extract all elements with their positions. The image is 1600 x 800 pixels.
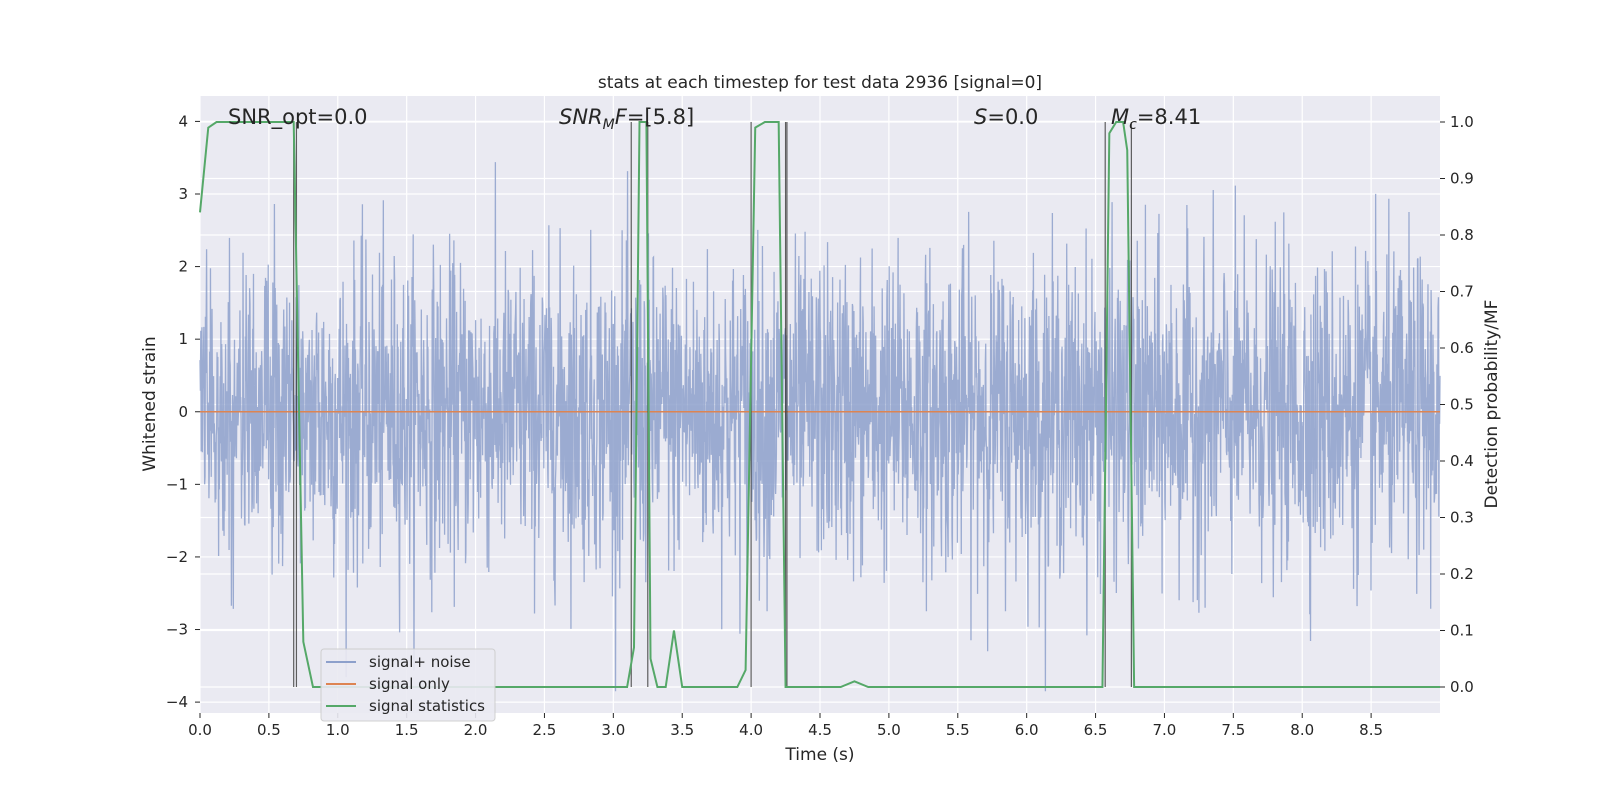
- y-right-tick-label: 0.1: [1450, 622, 1474, 640]
- y-left-tick-label: −3: [166, 621, 188, 639]
- y-right-tick-label: 1.0: [1450, 113, 1474, 131]
- y-left-tick-label: 3: [178, 185, 188, 203]
- x-tick-label: 1.5: [395, 721, 419, 739]
- x-tick-label: 3.0: [601, 721, 625, 739]
- y-right-tick-label: 0.6: [1450, 339, 1474, 357]
- y-left-tick-label: −2: [166, 548, 188, 566]
- legend-label-signal-statistics: signal statistics: [369, 697, 485, 715]
- y-axis-right-label: Detection probability/MF: [1482, 300, 1502, 509]
- x-tick-label: 8.0: [1290, 721, 1314, 739]
- signal-statistics-line: [199, 120, 1440, 689]
- x-tick-label: 4.5: [808, 721, 832, 739]
- y-right-tick-label: 0.7: [1450, 282, 1474, 300]
- x-tick-label: 2.5: [533, 721, 557, 739]
- x-tick-label: 5.5: [946, 721, 970, 739]
- x-tick-label: 4.0: [739, 721, 763, 739]
- annotation-snr-opt: SNR_opt=0.0: [228, 105, 368, 130]
- y-right-tick-label: 0.3: [1450, 509, 1474, 527]
- legend-label-signal-noise: signal+ noise: [369, 653, 471, 671]
- x-axis-ticks: 0.0 0.5 1.0 1.5 2.0 2.5 3.0 3.5 4.0 4.5 5.0 5.5 6.0 6…: [188, 713, 1383, 739]
- y-right-tick-label: 0.9: [1450, 169, 1474, 187]
- y-right-tick-label: 0.4: [1450, 452, 1474, 470]
- x-tick-label: 3.5: [670, 721, 694, 739]
- x-tick-label: 2.0: [464, 721, 488, 739]
- x-tick-label: 7.5: [1221, 721, 1245, 739]
- y-axis-left-ticks: −4 −3 −2 −1 0 1 2 3 4: [166, 112, 200, 711]
- y-right-tick-label: 0.8: [1450, 226, 1474, 244]
- annotation-s: S=0.0: [974, 105, 1038, 129]
- noise-line: [199, 162, 1441, 692]
- y-left-tick-label: 1: [178, 330, 188, 348]
- x-tick-label: 5.0: [877, 721, 901, 739]
- y-right-tick-label: 0.2: [1450, 565, 1474, 583]
- x-tick-label: 8.5: [1359, 721, 1383, 739]
- legend-box: [320, 648, 496, 722]
- y-left-tick-label: 2: [178, 258, 188, 276]
- x-axis-label: Time (s): [784, 745, 854, 765]
- y-right-tick-label: 0.0: [1450, 678, 1474, 696]
- y-left-tick-label: 0: [178, 403, 188, 421]
- chart-title: stats at each timestep for test data 293…: [598, 73, 1042, 93]
- y-axis-left-label: Whitened strain: [140, 336, 160, 471]
- x-tick-label: 0.5: [257, 721, 281, 739]
- y-left-tick-label: 4: [178, 112, 188, 130]
- y-axis-right-ticks: 0.0 0.1 0.2 0.3 0.4 0.5 0.6 0.7 0.8 0.9 1.0: [1440, 113, 1474, 696]
- x-tick-label: 6.5: [1084, 721, 1108, 739]
- y-left-tick-label: −4: [166, 693, 188, 711]
- annotation-mc: Mc=8.41: [1111, 105, 1201, 133]
- legend-label-signal-only: signal only: [369, 675, 450, 693]
- series-signal-noise: [199, 162, 1441, 692]
- annotation-snr-mf: SNRMF=[5.8]: [559, 105, 694, 133]
- x-tick-label: 7.0: [1153, 721, 1177, 739]
- x-tick-label: 0.0: [188, 721, 212, 739]
- series-signal-statistics: [199, 120, 1440, 689]
- y-right-tick-label: 0.5: [1450, 396, 1474, 414]
- y-left-tick-label: −1: [166, 475, 188, 493]
- legend: signal+ noise signal only signal statist…: [320, 648, 496, 722]
- x-tick-label: 1.0: [326, 721, 350, 739]
- x-tick-label: 6.0: [1015, 721, 1039, 739]
